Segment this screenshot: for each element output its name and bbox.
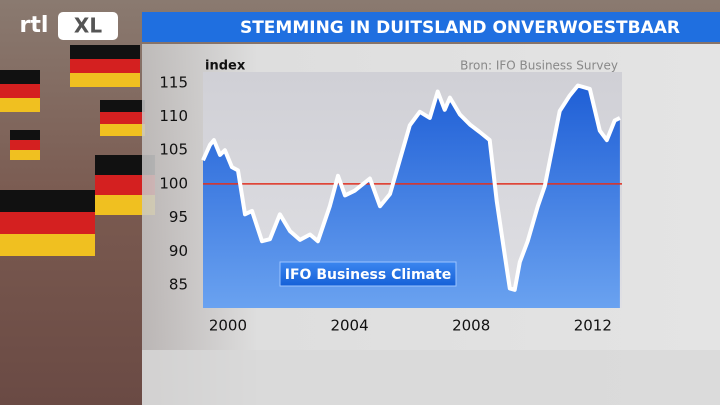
x-tick-label: 2008 — [452, 317, 490, 335]
y-tick-label: 115 — [159, 73, 188, 91]
chart-title: STEMMING IN DUITSLAND ONVERWOESTBAAR — [240, 18, 680, 38]
flags — [0, 45, 155, 256]
logo-rtl: rtl — [20, 13, 49, 38]
title-bar — [142, 12, 720, 42]
x-tick-label: 2012 — [574, 317, 612, 335]
area — [203, 85, 620, 308]
y-tick-label: 85 — [169, 276, 188, 294]
legend-box — [279, 261, 457, 287]
x-tick-label: 2004 — [330, 317, 368, 335]
logo-xl: XL — [74, 14, 102, 38]
source: Bron: IFO Business Survey — [460, 59, 618, 73]
y-axis-label: index — [205, 59, 246, 74]
y-tick-label: 110 — [159, 107, 188, 125]
logo-box — [58, 12, 118, 40]
y-tick-label: 90 — [169, 242, 188, 260]
y-tick-label: 95 — [169, 208, 188, 226]
x-tick-label: 2000 — [209, 317, 247, 335]
y-tick-label: 105 — [159, 141, 188, 159]
y-tick-label: 100 — [159, 174, 188, 192]
legend-label: IFO Business Climate — [285, 267, 451, 283]
line — [201, 83, 621, 292]
lower-panel — [142, 350, 720, 405]
